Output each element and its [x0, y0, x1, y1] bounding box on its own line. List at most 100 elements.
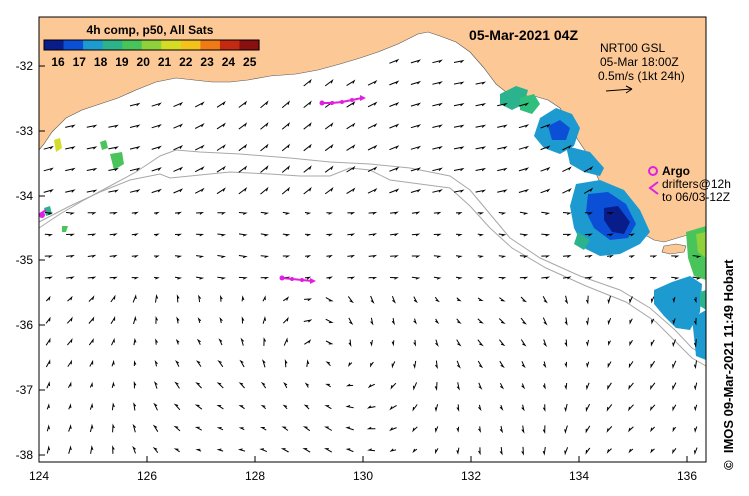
current-arrow [196, 233, 205, 237]
current-arrow [345, 448, 354, 453]
current-arrow [326, 254, 333, 258]
current-arrow [390, 277, 399, 280]
lat-label-34: -34 [16, 189, 34, 203]
current-arrow [586, 361, 590, 369]
current-arrow [282, 255, 291, 258]
current-arrow [564, 317, 568, 326]
current-arrow [478, 426, 482, 433]
current-arrow [89, 423, 94, 433]
current-arrow [478, 404, 482, 412]
current-arrow [477, 233, 485, 237]
legend-time: 05-Mar 18:00Z [600, 55, 679, 69]
current-arrow [282, 404, 288, 410]
current-arrow [368, 211, 378, 215]
current-arrow [435, 360, 438, 370]
current-arrow [390, 255, 399, 258]
current-arrow [629, 318, 633, 325]
current-arrow [499, 297, 506, 302]
lat-label-33: -33 [16, 124, 34, 138]
current-arrow [67, 338, 73, 346]
current-arrow [174, 233, 183, 237]
current-arrow [540, 188, 551, 194]
current-arrow [260, 255, 270, 259]
current-arrow [217, 255, 227, 259]
current-arrow [283, 296, 290, 302]
current-arrow [432, 124, 443, 128]
current-arrow [281, 165, 291, 173]
current-arrow [453, 189, 465, 193]
current-arrow [66, 254, 75, 258]
current-arrow [194, 101, 205, 108]
current-arrow [111, 381, 115, 389]
current-arrow [367, 123, 378, 129]
current-arrow [45, 316, 51, 324]
current-arrow [412, 382, 418, 391]
colorbar-segment [122, 40, 143, 50]
colorbar-segment [63, 40, 84, 50]
current-arrow [367, 187, 378, 194]
current-arrow [411, 255, 421, 259]
current-arrow [367, 79, 378, 86]
current-arrow [347, 254, 356, 258]
current-arrow [129, 102, 141, 107]
current-arrow [453, 103, 465, 107]
current-arrow [108, 124, 119, 128]
current-arrow [366, 426, 376, 430]
current-arrow [521, 446, 525, 456]
current-arrow [196, 338, 201, 345]
current-arrow [498, 318, 506, 325]
current-arrow [497, 124, 508, 128]
current-arrow [477, 318, 484, 324]
current-arrow [326, 212, 334, 215]
current-arrow [303, 404, 310, 410]
current-arrow [434, 296, 440, 303]
lon-label-130: 130 [353, 469, 373, 483]
current-arrow [195, 448, 202, 452]
current-arrow [518, 124, 530, 129]
current-arrow [44, 211, 54, 215]
colorbar-segment [239, 40, 260, 50]
current-arrow [518, 102, 530, 107]
current-arrow [584, 276, 593, 280]
lon-label-126: 126 [137, 469, 157, 483]
current-arrow [413, 360, 417, 369]
current-arrow [46, 424, 50, 432]
current-arrow [283, 382, 288, 389]
current-arrow [607, 254, 614, 258]
current-arrow [44, 233, 53, 237]
current-arrow [650, 255, 658, 258]
current-arrow [649, 404, 656, 412]
current-arrow [432, 59, 443, 64]
argo-label: Argo [662, 164, 690, 178]
current-arrow [518, 188, 530, 193]
current-arrow [132, 423, 137, 433]
current-arrow [434, 404, 439, 413]
current-arrow [239, 359, 245, 368]
current-arrow [108, 189, 119, 193]
current-arrow [607, 295, 611, 305]
lon-label-136: 136 [677, 469, 697, 483]
current-arrow [585, 447, 591, 455]
current-arrow [542, 425, 546, 434]
current-arrow [345, 405, 354, 409]
current-arrow [433, 255, 442, 259]
current-arrow [260, 381, 267, 389]
current-arrow [88, 295, 95, 302]
current-arrow [65, 167, 76, 172]
current-arrow [325, 361, 331, 367]
current-arrow [284, 359, 288, 368]
current-arrow [389, 58, 400, 64]
current-arrow [368, 276, 378, 280]
current-arrow [692, 276, 702, 280]
current-arrow [518, 167, 530, 172]
current-arrow [133, 402, 137, 411]
current-arrow [693, 382, 698, 391]
current-arrow [260, 143, 269, 152]
current-arrow [672, 447, 677, 455]
current-arrow [86, 146, 98, 150]
current-arrow [672, 404, 677, 412]
current-arrow [367, 166, 378, 173]
current-arrow [542, 404, 546, 412]
current-arrow [153, 211, 160, 215]
current-arrow [413, 318, 417, 325]
